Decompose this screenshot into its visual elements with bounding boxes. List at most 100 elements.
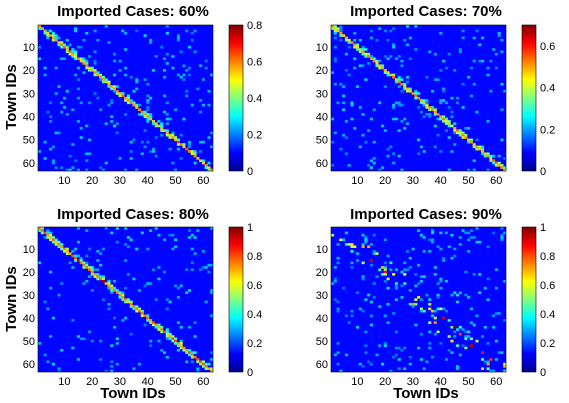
heatmap-cell bbox=[193, 252, 197, 255]
heatmap-cell bbox=[207, 362, 211, 366]
heatmap-cell bbox=[378, 305, 382, 308]
heatmap-cell bbox=[386, 154, 390, 158]
heatmap-cell bbox=[333, 57, 337, 61]
heatmap-cell bbox=[431, 238, 435, 242]
heatmap-cell bbox=[392, 273, 396, 276]
heatmap-cell bbox=[375, 59, 379, 63]
heatmap-cell bbox=[469, 66, 473, 70]
heatmap-cell bbox=[99, 108, 103, 112]
heatmap-cell bbox=[74, 259, 78, 262]
heatmap-cell bbox=[193, 335, 197, 338]
heatmap-cell bbox=[331, 117, 335, 121]
heatmap-cell bbox=[38, 57, 42, 61]
heatmap-cell bbox=[361, 275, 365, 278]
heatmap-cell bbox=[126, 94, 130, 98]
x-tick-label: 30 bbox=[114, 175, 126, 187]
heatmap-cell bbox=[51, 36, 55, 40]
heatmap-cell bbox=[57, 245, 61, 249]
heatmap-cell bbox=[397, 55, 401, 58]
heatmap-cell bbox=[196, 360, 200, 364]
heatmap-cell bbox=[458, 131, 462, 135]
heatmap-cell bbox=[478, 240, 482, 244]
heatmap-cell bbox=[458, 236, 462, 239]
heatmap-cell bbox=[40, 227, 44, 230]
heatmap-cell bbox=[467, 138, 471, 142]
heatmap-cell bbox=[82, 62, 86, 65]
heatmap-cell bbox=[439, 231, 443, 235]
heatmap-cell bbox=[336, 309, 340, 313]
heatmap-cell bbox=[383, 270, 387, 274]
heatmap-cell bbox=[447, 335, 451, 338]
heatmap-cell bbox=[71, 52, 75, 56]
heatmap-cell bbox=[336, 29, 340, 33]
heatmap-cell bbox=[115, 85, 119, 88]
heatmap-cell bbox=[182, 346, 186, 350]
heatmap-cell bbox=[369, 263, 373, 267]
heatmap-cell bbox=[481, 335, 485, 338]
heatmap-cell bbox=[361, 45, 365, 49]
heatmap-cell bbox=[124, 298, 128, 301]
heatmap-cell bbox=[375, 64, 379, 68]
heatmap-cell bbox=[204, 362, 208, 366]
x-tick-label: 20 bbox=[379, 376, 391, 388]
heatmap-cell bbox=[447, 136, 451, 139]
heatmap-cell bbox=[497, 312, 501, 315]
heatmap-cell bbox=[458, 133, 462, 137]
heatmap-cell bbox=[444, 122, 448, 125]
heatmap-cell bbox=[104, 161, 108, 165]
heatmap-cell bbox=[99, 75, 103, 79]
heatmap-cell bbox=[436, 78, 440, 81]
heatmap-cell bbox=[140, 231, 144, 235]
heatmap-cell bbox=[383, 55, 387, 58]
heatmap-cell bbox=[478, 291, 482, 295]
heatmap-cell bbox=[386, 73, 390, 77]
heatmap-cell bbox=[450, 124, 454, 128]
heatmap-cell bbox=[403, 367, 407, 370]
y-tick-label: 30 bbox=[23, 88, 35, 100]
heatmap-cell bbox=[414, 25, 418, 28]
heatmap-cell bbox=[185, 69, 189, 72]
heatmap-cell bbox=[193, 152, 197, 156]
heatmap-cell bbox=[143, 34, 147, 37]
heatmap-cell bbox=[65, 38, 69, 42]
colorbar-tick-label: 0.8 bbox=[540, 251, 555, 263]
heatmap-cell bbox=[397, 75, 401, 79]
heatmap-cell bbox=[129, 238, 133, 242]
heatmap-cell bbox=[51, 38, 55, 42]
heatmap-cell bbox=[369, 57, 373, 61]
heatmap-cell bbox=[176, 296, 180, 299]
heatmap-cell bbox=[475, 145, 479, 149]
heatmap-cell bbox=[425, 293, 429, 297]
heatmap-cell bbox=[422, 99, 426, 102]
heatmap-cell bbox=[333, 266, 337, 269]
x-tick-label: 60 bbox=[197, 175, 209, 187]
heatmap-cell bbox=[207, 166, 211, 169]
heatmap-cell bbox=[450, 351, 454, 354]
heatmap-cell bbox=[433, 321, 437, 324]
heatmap-cell bbox=[101, 75, 105, 79]
heatmap-cell bbox=[422, 367, 426, 370]
colorbar-ticks: 0 0.2 0.4 0.6 0.8 bbox=[247, 20, 262, 178]
heatmap-cell bbox=[447, 120, 451, 123]
heatmap-cell bbox=[74, 256, 78, 260]
heatmap-cell bbox=[63, 96, 67, 100]
heatmap-cell bbox=[163, 238, 167, 242]
heatmap-cell bbox=[503, 89, 507, 93]
heatmap-cell bbox=[88, 69, 92, 72]
heatmap-cell bbox=[40, 231, 44, 235]
heatmap-cell bbox=[350, 309, 354, 313]
heatmap-cell bbox=[417, 106, 421, 109]
heatmap-cell bbox=[57, 41, 61, 44]
heatmap-cell bbox=[115, 240, 119, 244]
heatmap-cell bbox=[386, 57, 390, 61]
heatmap-cell bbox=[176, 138, 180, 142]
heatmap-cell bbox=[475, 227, 479, 230]
heatmap-cell bbox=[126, 99, 130, 102]
heatmap-cell bbox=[163, 75, 167, 79]
heatmap-cell bbox=[369, 314, 373, 318]
heatmap-cell bbox=[110, 365, 114, 368]
heatmap-cell bbox=[99, 275, 103, 278]
heatmap-cell bbox=[99, 78, 103, 81]
heatmap-cell bbox=[478, 43, 482, 47]
heatmap-cell bbox=[71, 55, 75, 58]
